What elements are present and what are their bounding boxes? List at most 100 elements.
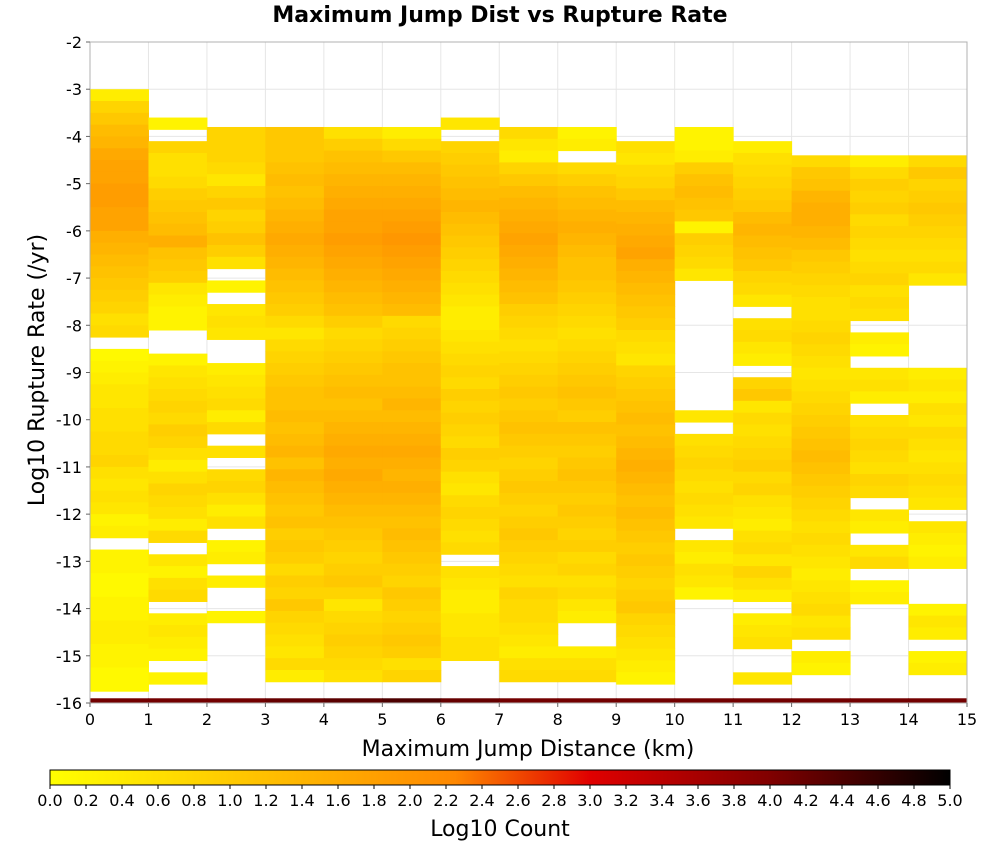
heatmap-cell [616,507,676,520]
heatmap-cell [440,530,500,543]
heatmap-cell [323,327,383,340]
heatmap-cell [323,363,383,376]
heatmap-cell [557,445,617,458]
heatmap-cell [90,396,149,409]
heatmap-cell [265,351,325,364]
heatmap-cell [148,577,208,591]
heatmap-cell [148,188,208,201]
heatmap-cell [323,457,383,470]
heatmap-cell [733,188,793,201]
colorbar-tick-label: 4.6 [865,791,890,810]
heatmap-cell [499,304,559,317]
heatmap-cell [206,197,266,211]
heatmap-cell [674,186,734,199]
heatmap-cell [674,245,734,258]
heatmap-cell [323,374,383,388]
y-tick-label: -4 [66,127,82,146]
heatmap-cell [616,601,676,614]
heatmap-cell [908,414,968,428]
heatmap-cell [557,209,617,222]
heatmap-cell [90,136,149,149]
heatmap-cell [148,164,208,178]
heatmap-cell [674,587,734,600]
heatmap-cell [616,259,676,272]
heatmap-cell [90,407,149,421]
heatmap-cell [148,152,208,166]
heatmap-cell [90,278,149,291]
heatmap-cell [557,162,617,175]
heatmap-cell [499,563,559,577]
heatmap-cell [499,126,559,140]
heatmap-cell [850,226,910,239]
heatmap-cell [90,266,149,279]
heatmap-cell [557,351,617,364]
x-tick-label: 5 [377,710,387,729]
heatmap-cell [499,622,559,636]
heatmap-cell [90,313,149,326]
heatmap-cell [148,636,208,650]
heatmap-cell [908,474,968,487]
heatmap-cell [557,138,617,152]
heatmap-cell [557,126,617,140]
heatmap-cell [616,400,676,414]
heatmap-cell [616,200,676,213]
heatmap-cell [557,256,617,270]
heatmap-cell [206,398,266,411]
heatmap-cell [440,542,500,555]
heatmap-cell [148,625,208,638]
heatmap-cell [557,469,617,482]
heatmap-cell [90,230,149,244]
heatmap-cell [440,471,500,484]
heatmap-cell-bottom [557,698,617,703]
heatmap-cell [90,148,149,161]
heatmap-cell [148,235,208,248]
heatmap-cell [265,292,325,305]
heatmap-cell [382,280,442,293]
heatmap-cell [850,214,910,227]
heatmap-cell [440,412,500,425]
heatmap-cell [440,389,500,402]
heatmap-cell [733,495,793,508]
heatmap-cell [791,450,851,463]
heatmap-cell [850,178,910,192]
heatmap-cell [733,152,793,166]
x-tick-label: 6 [436,710,446,729]
heatmap-cell [323,315,383,329]
heatmap-cell [265,410,325,423]
heatmap-cell [206,209,266,222]
heatmap-cell [850,167,910,180]
heatmap-cell [616,377,676,390]
heatmap-cell [733,141,793,154]
heatmap-cell [908,379,968,392]
colorbar-tick-label: 3.8 [721,791,746,810]
heatmap-cell [440,648,500,662]
heatmap-cell [733,424,793,437]
heatmap-cell [557,327,617,340]
heatmap-cell [323,587,383,600]
heatmap-cell [90,679,149,692]
heatmap-cell [616,436,676,449]
heatmap-cell [265,197,325,211]
heatmap-cell [206,610,266,624]
colorbar-tick-label: 4.4 [829,791,854,810]
heatmap-cell [382,363,442,376]
heatmap-cells [90,89,968,703]
x-tick-label: 7 [494,710,504,729]
heatmap-cell [382,669,442,683]
heatmap-cell [323,351,383,364]
heatmap-cell [206,174,266,187]
heatmap-cell [90,608,149,621]
heatmap-cell [90,584,149,598]
heatmap-cell [148,141,208,154]
heatmap-cell [90,514,149,527]
heatmap-cell [791,332,851,345]
y-tick-label: -8 [66,316,82,335]
colorbar-tick-label: 0.6 [145,791,170,810]
heatmap-cell [733,636,793,650]
colorbar-tick-label: 4.0 [757,791,782,810]
heatmap-cell [616,648,676,662]
heatmap-cell [616,448,676,461]
x-tick-label: 14 [898,710,918,729]
heatmap-cell [733,353,793,366]
heatmap-cell [323,575,383,588]
